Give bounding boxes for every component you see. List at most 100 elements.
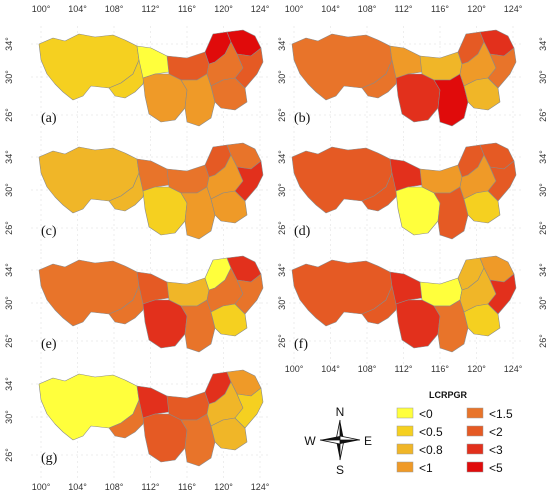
longitude-tick-label: 108° (105, 482, 124, 492)
latitude-tick-label: 26° (538, 221, 548, 235)
map-region (463, 77, 501, 111)
legend-swatch (466, 425, 484, 437)
map-region (234, 273, 264, 315)
latitude-tick-label: 34° (277, 263, 287, 277)
legend-swatch (396, 425, 414, 437)
latitude-tick-label: 30° (4, 410, 14, 424)
map-region (180, 186, 216, 240)
map-region (463, 190, 501, 224)
map-region (180, 73, 216, 127)
map-panel-d (291, 142, 517, 240)
longitude-tick-label: 124° (504, 364, 523, 374)
map-region (487, 160, 517, 202)
map-panel-g (38, 369, 264, 467)
latitude-tick-label: 34° (538, 263, 548, 277)
legend-label: <0.5 (419, 425, 443, 439)
latitude-tick-label: 26° (4, 334, 14, 348)
latitude-tick-label: 26° (277, 221, 287, 235)
map-region (210, 303, 248, 337)
latitude-tick-label: 30° (4, 183, 14, 197)
longitude-tick-label: 100° (32, 4, 51, 14)
map-region (433, 73, 469, 127)
compass-label-n: N (336, 405, 345, 419)
longitude-tick-label: 116° (431, 4, 449, 14)
map-region (210, 190, 248, 224)
latitude-tick-label: 30° (277, 296, 287, 310)
map-panel-e (38, 255, 264, 353)
longitude-tick-label: 100° (285, 4, 304, 14)
legend-label: <1.5 (489, 407, 513, 421)
latitude-tick-label: 30° (538, 70, 548, 84)
longitude-tick-label: 108° (358, 4, 377, 14)
latitude-tick-label: 26° (4, 108, 14, 122)
latitude-tick-label: 30° (4, 70, 14, 84)
longitude-tick-label: 104° (68, 482, 87, 492)
compass-rose-icon (319, 419, 361, 461)
legend-label: <0 (419, 407, 433, 421)
legend-title: LCRPGR (429, 390, 468, 400)
latitude-tick-label: 34° (4, 37, 14, 51)
panel-label: (g) (41, 451, 58, 466)
map-panel-f (291, 255, 517, 353)
map-region (142, 186, 188, 236)
map-region (487, 273, 517, 315)
latitude-tick-label: 34° (4, 263, 14, 277)
longitude-tick-label: 108° (105, 4, 124, 14)
panel-label: (b) (294, 111, 311, 126)
longitude-tick-label: 116° (178, 482, 196, 492)
map-region (395, 73, 441, 123)
latitude-tick-label: 26° (277, 108, 287, 122)
map-region (234, 160, 264, 202)
latitude-tick-label: 34° (277, 150, 287, 164)
longitude-tick-label: 120° (467, 364, 486, 374)
longitude-tick-label: 124° (251, 4, 270, 14)
panel-label: (f) (294, 337, 308, 352)
latitude-tick-label: 26° (538, 108, 548, 122)
legend-swatch (466, 407, 484, 419)
latitude-tick-label: 34° (538, 150, 548, 164)
map-region (166, 164, 210, 194)
latitude-tick-label: 34° (4, 377, 14, 391)
map-region (142, 413, 188, 463)
legend-swatch (466, 461, 484, 473)
panel-label: (e) (41, 337, 57, 352)
longitude-tick-label: 124° (504, 4, 523, 14)
map-region (433, 299, 469, 353)
legend-label: <1 (419, 461, 433, 475)
longitude-tick-label: 112° (395, 4, 413, 14)
latitude-tick-label: 26° (538, 334, 548, 348)
latitude-tick-label: 34° (538, 37, 548, 51)
panel-label: (a) (41, 111, 57, 126)
longitude-tick-label: 112° (142, 4, 160, 14)
map-panel-c (38, 142, 264, 240)
map-region (210, 417, 248, 451)
latitude-tick-label: 30° (277, 183, 287, 197)
map-region (180, 299, 216, 353)
map-region (419, 51, 463, 81)
longitude-tick-label: 108° (358, 364, 377, 374)
longitude-tick-label: 112° (395, 364, 413, 374)
longitude-tick-label: 116° (178, 4, 196, 14)
latitude-tick-label: 30° (4, 296, 14, 310)
longitude-tick-label: 104° (68, 4, 87, 14)
compass-label-e: E (364, 434, 372, 448)
map-region (395, 186, 441, 236)
longitude-tick-label: 104° (321, 4, 340, 14)
compass-label-w: W (304, 434, 316, 448)
map-region (487, 47, 517, 89)
latitude-tick-label: 26° (277, 334, 287, 348)
longitude-tick-label: 116° (431, 364, 449, 374)
longitude-tick-label: 120° (467, 4, 486, 14)
latitude-tick-label: 30° (277, 70, 287, 84)
panel-label: (c) (41, 224, 57, 239)
legend-swatch (396, 407, 414, 419)
legend-swatch (466, 443, 484, 455)
map-region (419, 277, 463, 307)
map-region (166, 277, 210, 307)
map-region (142, 73, 188, 123)
map-region (395, 299, 441, 349)
longitude-tick-label: 112° (142, 482, 160, 492)
latitude-tick-label: 26° (4, 448, 14, 462)
map-region (142, 299, 188, 349)
